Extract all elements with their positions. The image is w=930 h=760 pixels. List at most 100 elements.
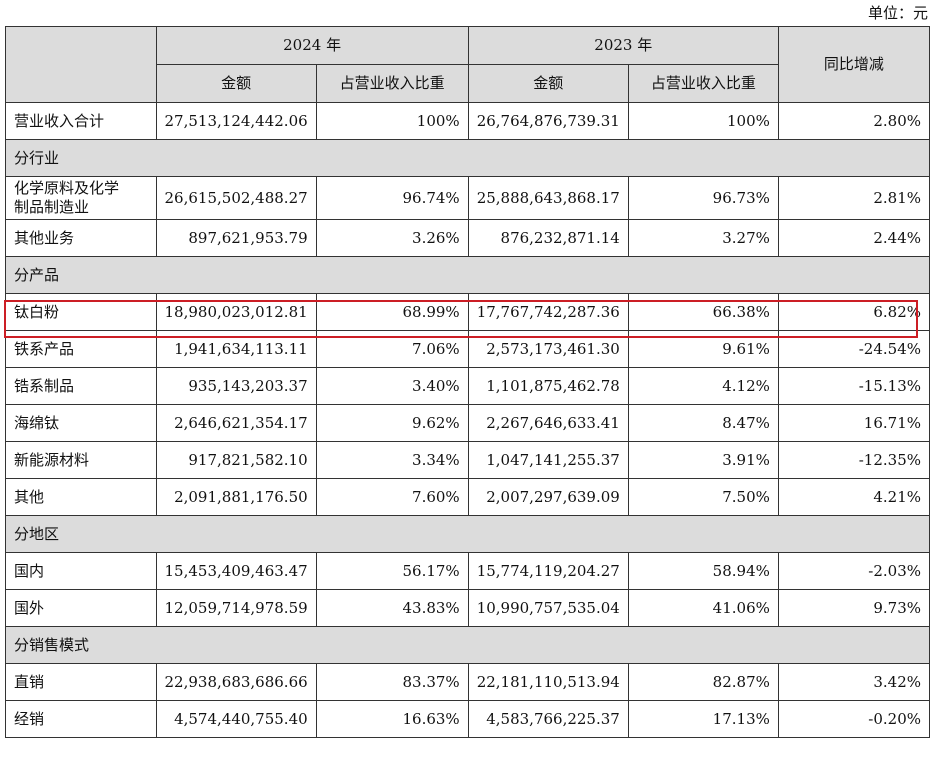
amount-2023-cell: 26,764,876,739.31 (467, 102, 629, 140)
section-row-product: 分产品 (5, 256, 930, 294)
yoy-cell: 2.44% (777, 219, 930, 257)
header-year-2024: 2024 年 (155, 26, 469, 65)
amount-2024-cell: 26,615,502,488.27 (155, 176, 317, 220)
row-label: 国外 (5, 589, 157, 627)
row-label: 新能源材料 (5, 441, 157, 479)
amount-2024-cell: 2,646,621,354.17 (155, 404, 317, 442)
yoy-cell: 2.80% (777, 102, 930, 140)
table-row: 直销 22,938,683,686.66 83.37% 22,181,110,5… (5, 663, 930, 701)
yoy-cell: 16.71% (777, 404, 930, 442)
table-row: 其他 2,091,881,176.50 7.60% 2,007,297,639.… (5, 478, 930, 516)
row-label-line-1: 化学原料及化学 (14, 179, 120, 197)
ratio-2023-cell: 96.73% (627, 176, 779, 220)
amount-2024-cell: 897,621,953.79 (155, 219, 317, 257)
amount-2024-cell: 15,453,409,463.47 (155, 552, 317, 590)
ratio-2023-cell: 4.12% (627, 367, 779, 405)
ratio-2024-cell: 100% (315, 102, 469, 140)
header-yoy: 同比增减 (777, 26, 930, 103)
amount-2023-cell: 15,774,119,204.27 (467, 552, 629, 590)
section-title: 分行业 (5, 139, 930, 177)
amount-2023-cell: 17,767,742,287.36 (467, 293, 629, 331)
ratio-2023-cell: 8.47% (627, 404, 779, 442)
ratio-2024-cell: 3.34% (315, 441, 469, 479)
ratio-2023-cell: 100% (627, 102, 779, 140)
unit-label: 单位：元 (867, 4, 928, 22)
ratio-2024-cell: 96.74% (315, 176, 469, 220)
yoy-cell: 3.42% (777, 663, 930, 701)
yoy-cell: -2.03% (777, 552, 930, 590)
row-label: 钛白粉 (5, 293, 157, 331)
table-row-total: 营业收入合计 27,513,124,442.06 100% 26,764,876… (5, 102, 930, 140)
section-title: 分地区 (5, 515, 930, 553)
header-row-1: 2024 年 2023 年 同比增减 (5, 26, 930, 103)
amount-2024-cell: 917,821,582.10 (155, 441, 317, 479)
amount-2024-cell: 1,941,634,113.11 (155, 330, 317, 368)
amount-2023-cell: 876,232,871.14 (467, 219, 629, 257)
ratio-2023-cell: 17.13% (627, 700, 779, 738)
ratio-2024-cell: 7.60% (315, 478, 469, 516)
section-row-sales-mode: 分销售模式 (5, 626, 930, 664)
header-ratio-2023: 占营业收入比重 (627, 64, 779, 103)
ratio-2023-cell: 7.50% (627, 478, 779, 516)
header-ratio-2024: 占营业收入比重 (315, 64, 469, 103)
table-row: 海绵钛 2,646,621,354.17 9.62% 2,267,646,633… (5, 404, 930, 442)
header-row-2: 金额 占营业收入比重 金额 占营业收入比重 (6, 64, 930, 103)
table-row: 新能源材料 917,821,582.10 3.34% 1,047,141,255… (5, 441, 930, 479)
yoy-cell: -24.54% (777, 330, 930, 368)
ratio-2024-cell: 3.26% (315, 219, 469, 257)
ratio-2024-cell: 3.40% (315, 367, 469, 405)
yoy-cell: 2.81% (777, 176, 930, 220)
yoy-cell: -12.35% (777, 441, 930, 479)
ratio-2023-cell: 58.94% (627, 552, 779, 590)
row-label: 锆系制品 (5, 367, 157, 405)
yoy-cell: 4.21% (777, 478, 930, 516)
ratio-2023-cell: 9.61% (627, 330, 779, 368)
amount-2024-cell: 18,980,023,012.81 (155, 293, 317, 331)
table-row: 钛白粉 18,980,023,012.81 68.99% 17,767,742,… (5, 293, 930, 331)
ratio-2024-cell: 9.62% (315, 404, 469, 442)
amount-2023-cell: 2,267,646,633.41 (467, 404, 629, 442)
row-label: 海绵钛 (5, 404, 157, 442)
table-row: 其他业务 897,621,953.79 3.26% 876,232,871.14… (5, 219, 930, 257)
table-row: 化学原料及化学 制品制造业 26,615,502,488.27 96.74% 2… (5, 176, 930, 220)
row-label: 化学原料及化学 制品制造业 (5, 176, 157, 220)
ratio-2024-cell: 16.63% (315, 700, 469, 738)
row-label: 铁系产品 (5, 330, 157, 368)
revenue-table: 2024 年 2023 年 同比增减 金额 占营业收入比重 金额 占营业收入比重… (5, 26, 930, 738)
amount-2024-cell: 22,938,683,686.66 (155, 663, 317, 701)
ratio-2024-cell: 56.17% (315, 552, 469, 590)
amount-2024-cell: 27,513,124,442.06 (155, 102, 317, 140)
ratio-2024-cell: 83.37% (315, 663, 469, 701)
header-amount-2023: 金额 (467, 64, 629, 103)
amount-2023-cell: 1,047,141,255.37 (467, 441, 629, 479)
table-row: 国外 12,059,714,978.59 43.83% 10,990,757,5… (5, 589, 930, 627)
header-blank-cell (5, 26, 157, 103)
amount-2023-cell: 10,990,757,535.04 (467, 589, 629, 627)
row-label: 直销 (5, 663, 157, 701)
ratio-2023-cell: 3.27% (627, 219, 779, 257)
yoy-cell: 9.73% (777, 589, 930, 627)
ratio-2024-cell: 7.06% (315, 330, 469, 368)
table-row: 铁系产品 1,941,634,113.11 7.06% 2,573,173,46… (5, 330, 930, 368)
amount-2023-cell: 1,101,875,462.78 (467, 367, 629, 405)
ratio-2024-cell: 43.83% (315, 589, 469, 627)
amount-2024-cell: 4,574,440,755.40 (155, 700, 317, 738)
ratio-2023-cell: 3.91% (627, 441, 779, 479)
yoy-cell: -0.20% (777, 700, 930, 738)
ratio-2023-cell: 41.06% (627, 589, 779, 627)
amount-2023-cell: 22,181,110,513.94 (467, 663, 629, 701)
section-title: 分销售模式 (5, 626, 930, 664)
table-row: 锆系制品 935,143,203.37 3.40% 1,101,875,462.… (5, 367, 930, 405)
row-label: 其他业务 (5, 219, 157, 257)
row-label: 其他 (5, 478, 157, 516)
amount-2023-cell: 2,573,173,461.30 (467, 330, 629, 368)
row-label: 国内 (5, 552, 157, 590)
yoy-cell: -15.13% (777, 367, 930, 405)
table-row: 国内 15,453,409,463.47 56.17% 15,774,119,2… (5, 552, 930, 590)
amount-2023-cell: 4,583,766,225.37 (467, 700, 629, 738)
row-label-line-2: 制品制造业 (14, 198, 90, 216)
yoy-cell: 6.82% (777, 293, 930, 331)
row-label: 经销 (5, 700, 157, 738)
ratio-2023-cell: 66.38% (627, 293, 779, 331)
header-year-2023: 2023 年 (467, 26, 779, 65)
